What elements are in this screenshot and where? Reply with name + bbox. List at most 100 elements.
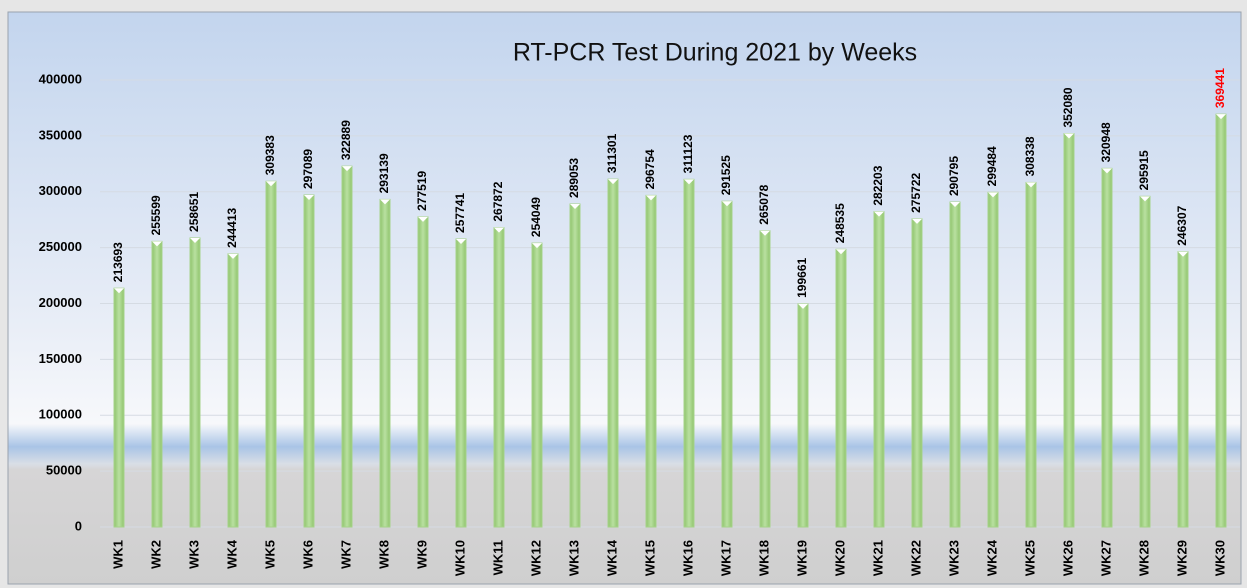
bar: [189, 237, 201, 528]
y-tick-label: 300000: [39, 183, 82, 198]
bar: [607, 178, 619, 528]
value-label: 246307: [1175, 205, 1189, 245]
x-tick-label: WK6: [300, 540, 315, 569]
x-tick-label: WK15: [642, 540, 657, 576]
x-tick-label: WK10: [452, 540, 467, 576]
bar: [721, 200, 733, 528]
bar: [1101, 167, 1113, 528]
bar: [1139, 195, 1151, 528]
value-label: 369441: [1213, 68, 1227, 108]
y-tick-label: 400000: [39, 71, 82, 86]
x-tick-label: WK12: [528, 540, 543, 576]
bar: [1025, 181, 1037, 528]
bar-cap: [228, 253, 238, 259]
bar-cap: [456, 238, 466, 244]
bar: [1063, 133, 1075, 528]
y-tick-label: 250000: [39, 239, 82, 254]
bar-cap: [304, 195, 314, 201]
value-label: 248535: [833, 203, 847, 243]
bar: [417, 216, 429, 528]
bar: [227, 253, 239, 528]
bar-cap: [1140, 196, 1150, 202]
y-tick-label: 200000: [39, 295, 82, 310]
x-tick-label: WK21: [870, 540, 885, 576]
bar-cap: [570, 203, 580, 209]
value-label: 255599: [149, 195, 163, 235]
value-label: 275722: [909, 173, 923, 213]
value-label: 277519: [415, 171, 429, 211]
x-tick-label: WK18: [756, 540, 771, 576]
value-label: 320948: [1099, 122, 1113, 162]
bar-cap: [190, 237, 200, 243]
bar-cap: [342, 166, 352, 172]
x-tick-label: WK30: [1212, 540, 1227, 576]
bar-cap: [380, 199, 390, 205]
bar-cap: [1178, 251, 1188, 257]
x-tick-label: WK14: [604, 539, 619, 576]
value-label: 254049: [529, 197, 543, 237]
x-tick-label: WK4: [224, 539, 239, 569]
bar-cap: [608, 179, 618, 185]
x-tick-label: WK11: [490, 540, 505, 575]
value-label: 295915: [1137, 150, 1151, 190]
bar-cap: [114, 288, 124, 294]
value-label: 265078: [757, 184, 771, 224]
value-label: 257741: [453, 193, 467, 233]
value-label: 352080: [1061, 87, 1075, 127]
value-label: 282203: [871, 165, 885, 205]
bar-cap: [152, 241, 162, 247]
value-label: 289053: [567, 158, 581, 198]
value-label: 290795: [947, 156, 961, 196]
x-tick-label: WK22: [908, 540, 923, 576]
x-tick-label: WK7: [338, 540, 353, 569]
bar-cap: [532, 243, 542, 249]
bar: [987, 191, 999, 528]
bar: [759, 230, 771, 528]
bar: [949, 201, 961, 528]
x-tick-label: WK5: [262, 540, 277, 569]
value-label: 267872: [491, 181, 505, 221]
bar-cap: [836, 249, 846, 255]
value-label: 296754: [643, 149, 657, 189]
x-tick-label: WK13: [566, 540, 581, 576]
value-label: 244413: [225, 207, 239, 247]
x-tick-label: WK27: [1098, 540, 1113, 576]
x-tick-label: WK17: [718, 540, 733, 576]
bar-cap: [912, 218, 922, 224]
bar-cap: [1216, 114, 1226, 120]
x-tick-label: WK29: [1174, 540, 1189, 576]
bar-cap: [798, 303, 808, 309]
bar: [151, 240, 163, 528]
bar: [493, 227, 505, 528]
x-tick-label: WK8: [376, 540, 391, 569]
bar-cap: [874, 211, 884, 217]
value-label: 199661: [795, 258, 809, 298]
y-tick-label: 350000: [39, 127, 82, 142]
bar: [911, 218, 923, 528]
bar-cap: [722, 201, 732, 207]
y-tick-label: 50000: [46, 463, 82, 478]
x-tick-label: WK20: [832, 540, 847, 576]
x-tick-label: WK24: [984, 539, 999, 576]
x-tick-label: WK23: [946, 540, 961, 576]
bar-cap: [1102, 168, 1112, 174]
bar-cap: [266, 181, 276, 187]
x-tick-label: WK25: [1022, 540, 1037, 576]
bar: [303, 194, 315, 528]
x-tick-label: WK3: [186, 540, 201, 569]
value-label: 311123: [681, 134, 695, 173]
bar-cap: [1064, 133, 1074, 139]
y-tick-label: 100000: [39, 407, 82, 422]
y-tick-label: 150000: [39, 351, 82, 366]
bar: [265, 180, 277, 528]
bar: [1215, 113, 1227, 528]
value-label: 322889: [339, 120, 353, 160]
bar: [569, 203, 581, 528]
bar-cap: [1026, 182, 1036, 188]
value-label: 309383: [263, 135, 277, 175]
x-tick-label: WK28: [1136, 540, 1151, 576]
bar-cap: [684, 179, 694, 185]
bar: [1177, 251, 1189, 528]
value-label: 297089: [301, 149, 315, 189]
bar: [645, 194, 657, 528]
